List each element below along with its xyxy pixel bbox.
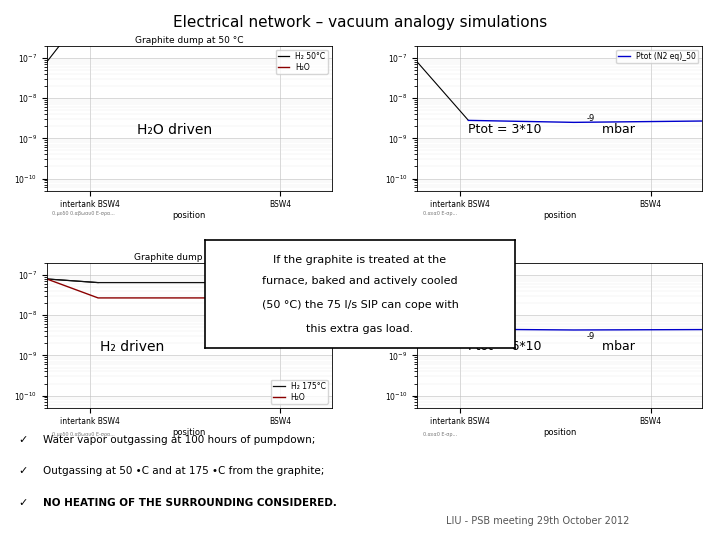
Line: Ptot (N2 eq)_50: Ptot (N2 eq)_50	[469, 120, 702, 123]
Line: H₂O: H₂O	[47, 279, 332, 298]
H₂O	[328, 293, 336, 300]
H₂O	[328, 0, 336, 3]
X-axis label: position: position	[173, 211, 206, 220]
Text: furnace, baked and actively cooled: furnace, baked and actively cooled	[262, 276, 458, 286]
X-axis label: position: position	[543, 428, 576, 437]
Line: H₂ 175°C: H₂ 175°C	[47, 279, 332, 282]
Title: Graphite dump at 175°C: Graphite dump at 175°C	[133, 253, 245, 262]
Title: Graphite dump at 50 °C: Graphite dump at 50 °C	[135, 36, 243, 45]
Ptot (N2 eq)_50	[570, 119, 578, 126]
Text: Ptot = 6*10: Ptot = 6*10	[469, 340, 542, 353]
Text: ✓: ✓	[18, 467, 27, 476]
H₂O	[199, 295, 208, 301]
Text: Electrical network – vacuum analogy simulations: Electrical network – vacuum analogy simu…	[173, 15, 547, 30]
Text: Outgassing at 50 •C and at 175 •C from the graphite;: Outgassing at 50 •C and at 175 •C from t…	[43, 467, 325, 476]
Text: (50 °C) the 75 l/s SIP can cope with: (50 °C) the 75 l/s SIP can cope with	[261, 300, 459, 310]
H₂ 50°C	[91, 0, 99, 3]
Text: H₂O driven: H₂O driven	[138, 123, 212, 137]
Text: 0.μεδ0 0.αβωαυ0 E-σρα...: 0.μεδ0 0.αβωαυ0 E-σρα...	[53, 433, 115, 437]
Legend: Ptot (N2 eq)_50: Ptot (N2 eq)_50	[616, 50, 698, 63]
X-axis label: position: position	[173, 428, 206, 437]
Legend: H₂ 175°C, H₂O: H₂ 175°C, H₂O	[271, 380, 328, 404]
Text: LIU - PSB meeting 29th October 2012: LIU - PSB meeting 29th October 2012	[446, 516, 630, 526]
H₂ 175°C	[328, 279, 336, 286]
H₂O	[94, 295, 102, 301]
Text: this extra gas load.: this extra gas load.	[307, 324, 413, 334]
Text: -9: -9	[587, 114, 595, 124]
Legend: H₂ 50°C, H₂O: H₂ 50°C, H₂O	[276, 50, 328, 74]
Text: NO HEATING OF THE SURROUNDING CONSIDERED.: NO HEATING OF THE SURROUNDING CONSIDERED…	[43, 498, 337, 508]
H₂O	[42, 276, 51, 282]
H₂ 50°C	[328, 0, 336, 3]
H₂ 175°C	[199, 279, 208, 286]
Text: ✓: ✓	[18, 435, 27, 445]
Text: 0.αεα0 E-σρ...: 0.αεα0 E-σρ...	[423, 211, 456, 216]
Ptot (N2 eq)_50	[464, 117, 473, 124]
Text: Ptot = 3*10: Ptot = 3*10	[469, 123, 542, 136]
Text: Water vapor outgassing at 100 hours of pumpdown;: Water vapor outgassing at 100 hours of p…	[43, 435, 315, 445]
Text: mbar: mbar	[598, 123, 635, 136]
H₂ 175°C	[42, 276, 51, 282]
Text: -9: -9	[587, 332, 595, 341]
Text: ✓: ✓	[18, 498, 27, 508]
X-axis label: position: position	[543, 211, 576, 220]
Text: H₂ driven: H₂ driven	[100, 340, 164, 354]
Ptot (N2 eq)_50	[698, 118, 706, 124]
H₂O	[91, 0, 99, 4]
Text: mbar: mbar	[598, 340, 635, 353]
Text: 0.αεα0 E-σρ...: 0.αεα0 E-σρ...	[423, 433, 456, 437]
Text: If the graphite is treated at the: If the graphite is treated at the	[274, 255, 446, 265]
Text: 0.μεδ0 0.αβωαυ0 E-σρα...: 0.μεδ0 0.αβωαυ0 E-σρα...	[53, 211, 115, 216]
H₂ 175°C	[94, 279, 102, 286]
